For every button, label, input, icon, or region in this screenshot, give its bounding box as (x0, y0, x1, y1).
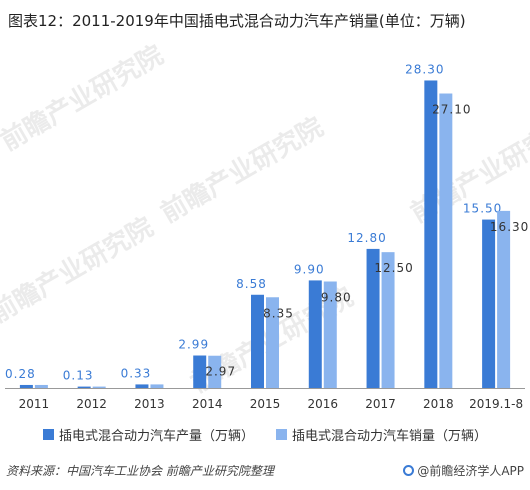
data-label-production: 28.30 (405, 62, 444, 76)
data-label-production: 0.13 (63, 369, 94, 383)
bar-production (251, 294, 264, 388)
data-label-sales: 2.97 (205, 365, 236, 379)
data-label-sales: 16.30 (490, 220, 529, 234)
legend-swatch-production (42, 429, 54, 440)
legend-item-production: 插电式混合动力汽车产量（万辆） (42, 425, 254, 444)
bar-production (77, 386, 91, 388)
data-label-production: 0.28 (5, 367, 36, 381)
bar-sales (92, 386, 106, 388)
bar-production (135, 384, 149, 388)
bar-production (19, 384, 33, 388)
brand-logo-icon (403, 465, 415, 476)
x-tick-label: 2014 (192, 397, 223, 411)
bar-chart: 2011 0.28 2012 0.13 2013 0.33 2014 2.99 2.97 2015… (5, 62, 529, 411)
bar-production (424, 80, 438, 389)
bar-sales (497, 210, 511, 388)
bar-sales (150, 384, 164, 388)
bar-sales (34, 384, 48, 388)
legend-label-sales: 插电式混合动力汽车销量（万辆） (292, 429, 488, 444)
bar-production (366, 248, 380, 388)
bar-sales (323, 281, 337, 388)
data-label-sales: 8.35 (263, 306, 294, 320)
footer: 资料来源：中国汽车工业协会 前瞻产业研究院整理 @前瞻经济学人APP (6, 462, 524, 479)
data-label-production: 0.33 (121, 366, 152, 380)
legend-item-sales: 插电式混合动力汽车销量（万辆） (276, 425, 487, 444)
chart-title: 图表12：2011-2019年中国插电式混合动力汽车产销量(单位：万辆) (8, 12, 466, 30)
data-label-production: 2.99 (178, 338, 209, 352)
credit-text: @前瞻经济学人APP (417, 464, 524, 478)
bar-sales (381, 252, 395, 388)
data-label-sales: 27.10 (432, 103, 471, 117)
x-tick-label: 2015 (250, 397, 281, 411)
x-tick-label: 2017 (365, 397, 396, 411)
credit: @前瞻经济学人APP (403, 462, 524, 479)
x-tick-label: 2016 (308, 397, 339, 411)
data-label-production: 9.90 (294, 262, 325, 276)
chart-legend: 插电式混合动力汽车产量（万辆） 插电式混合动力汽车销量（万辆） (0, 425, 530, 444)
bar-production (482, 219, 496, 388)
data-label-sales: 9.80 (321, 291, 352, 305)
x-tick-label: 2012 (76, 397, 107, 411)
bar-sales (266, 297, 279, 388)
data-label-sales: 12.50 (374, 261, 413, 275)
legend-label-production: 插电式混合动力汽车产量（万辆） (58, 429, 254, 444)
x-tick-label: 2018 (423, 397, 454, 411)
bar-sales (439, 93, 453, 388)
x-tick-label: 2019.1-8 (469, 397, 523, 411)
data-label-production: 12.80 (347, 231, 386, 245)
source-note: 资料来源：中国汽车工业协会 前瞻产业研究院整理 (6, 464, 274, 478)
data-label-production: 15.50 (463, 202, 502, 216)
x-tick-label: 2013 (134, 397, 165, 411)
legend-swatch-sales (276, 429, 287, 440)
bar-production (308, 280, 322, 388)
bar-production (193, 355, 207, 388)
x-tick-label: 2011 (19, 397, 50, 411)
data-label-production: 8.58 (236, 277, 267, 291)
bar-sales (208, 355, 222, 388)
